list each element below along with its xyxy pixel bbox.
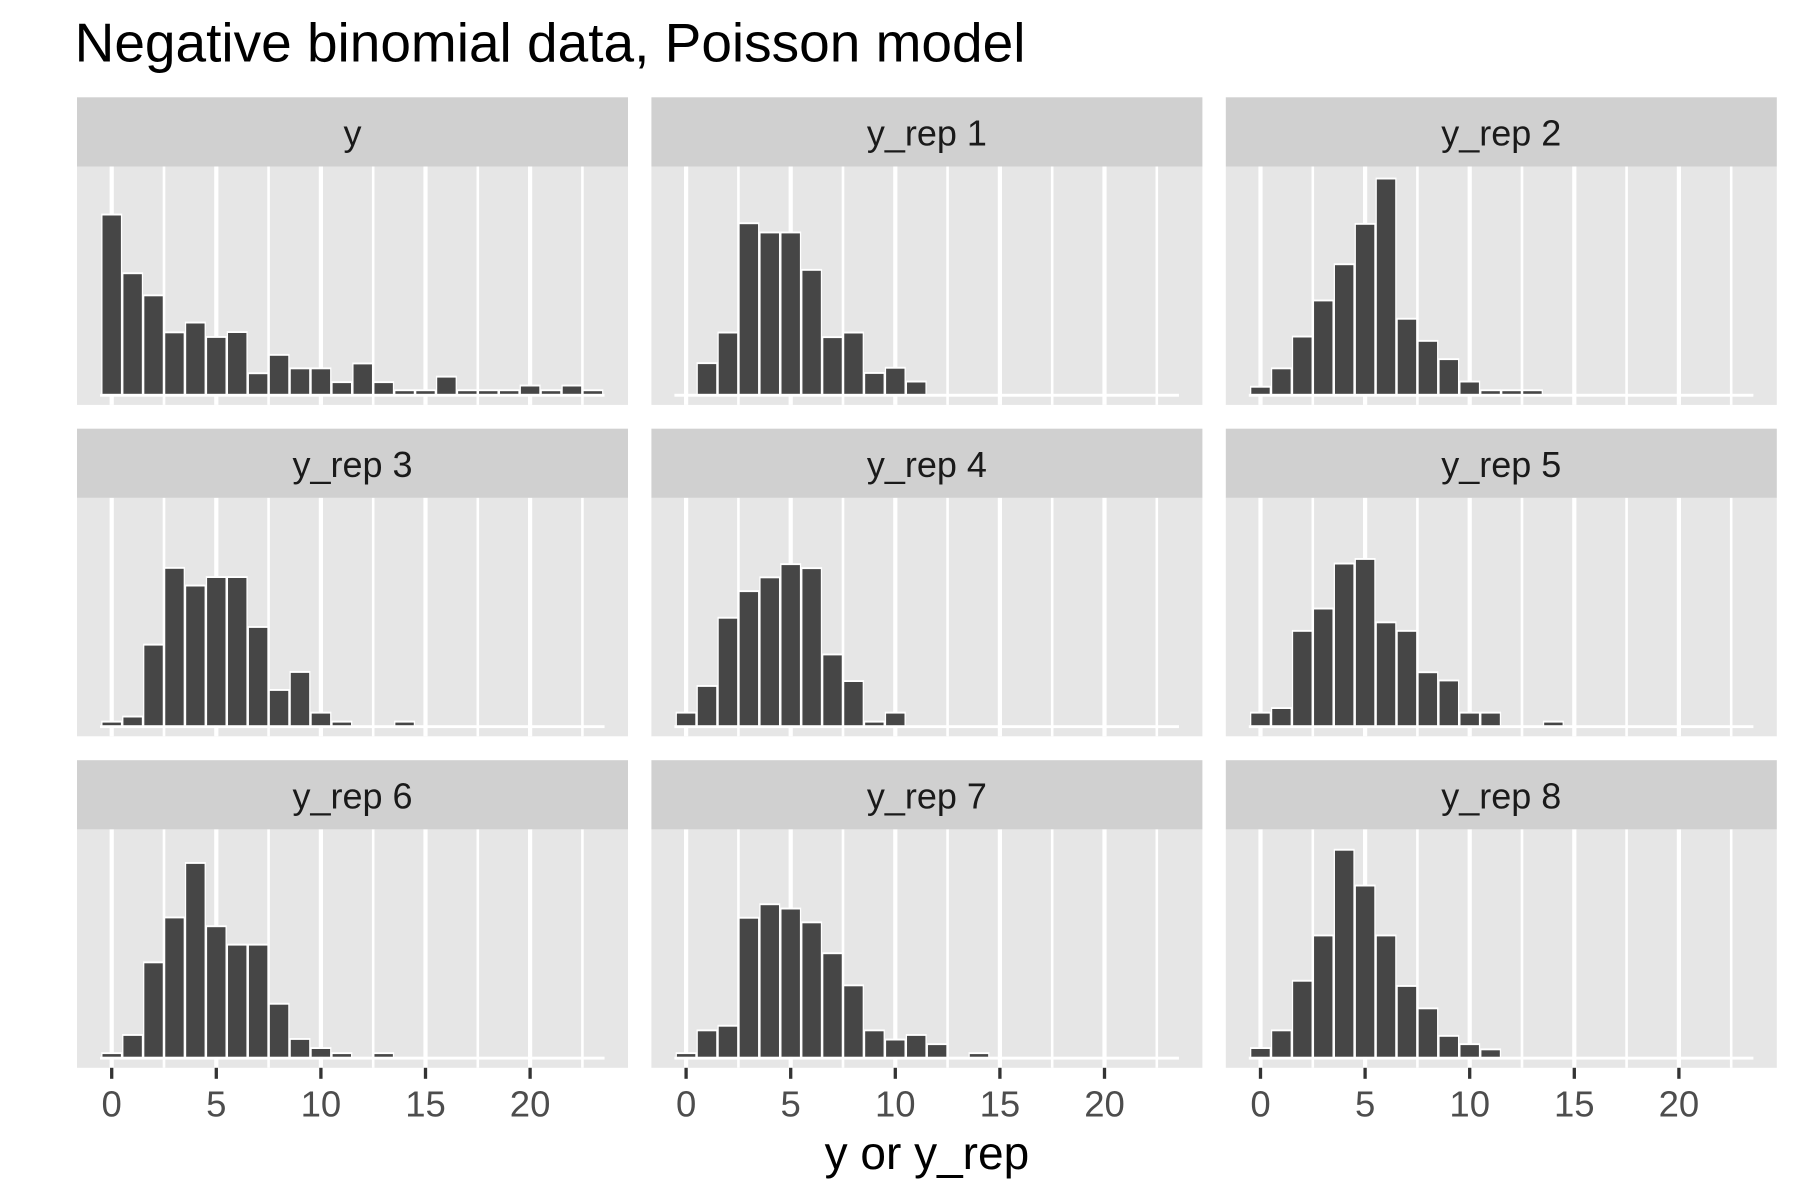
svg-text:20: 20 bbox=[510, 1083, 551, 1124]
svg-text:y_rep 3: y_rep 3 bbox=[292, 444, 412, 485]
svg-text:10: 10 bbox=[875, 1083, 916, 1124]
svg-text:10: 10 bbox=[1449, 1083, 1490, 1124]
svg-text:5: 5 bbox=[206, 1083, 226, 1124]
svg-text:Negative binomial data, Poisso: Negative binomial data, Poisson model bbox=[75, 11, 1026, 73]
svg-text:0: 0 bbox=[676, 1083, 696, 1124]
svg-text:5: 5 bbox=[1355, 1083, 1375, 1124]
svg-text:y or y_rep: y or y_rep bbox=[825, 1127, 1030, 1179]
svg-text:20: 20 bbox=[1659, 1083, 1700, 1124]
svg-text:15: 15 bbox=[405, 1083, 446, 1124]
svg-text:0: 0 bbox=[1250, 1083, 1270, 1124]
svg-text:20: 20 bbox=[1084, 1083, 1125, 1124]
svg-text:y_rep 1: y_rep 1 bbox=[867, 112, 987, 153]
svg-text:y_rep 6: y_rep 6 bbox=[292, 775, 412, 816]
svg-text:0: 0 bbox=[102, 1083, 122, 1124]
svg-text:5: 5 bbox=[781, 1083, 801, 1124]
svg-text:y_rep 5: y_rep 5 bbox=[1441, 444, 1561, 485]
svg-text:10: 10 bbox=[301, 1083, 342, 1124]
svg-text:15: 15 bbox=[1554, 1083, 1595, 1124]
svg-text:15: 15 bbox=[980, 1083, 1021, 1124]
svg-text:y_rep 8: y_rep 8 bbox=[1441, 775, 1561, 816]
svg-text:y_rep 7: y_rep 7 bbox=[867, 775, 987, 816]
svg-text:y: y bbox=[344, 112, 362, 153]
svg-text:y_rep 2: y_rep 2 bbox=[1441, 112, 1561, 153]
svg-text:y_rep 4: y_rep 4 bbox=[867, 444, 987, 485]
